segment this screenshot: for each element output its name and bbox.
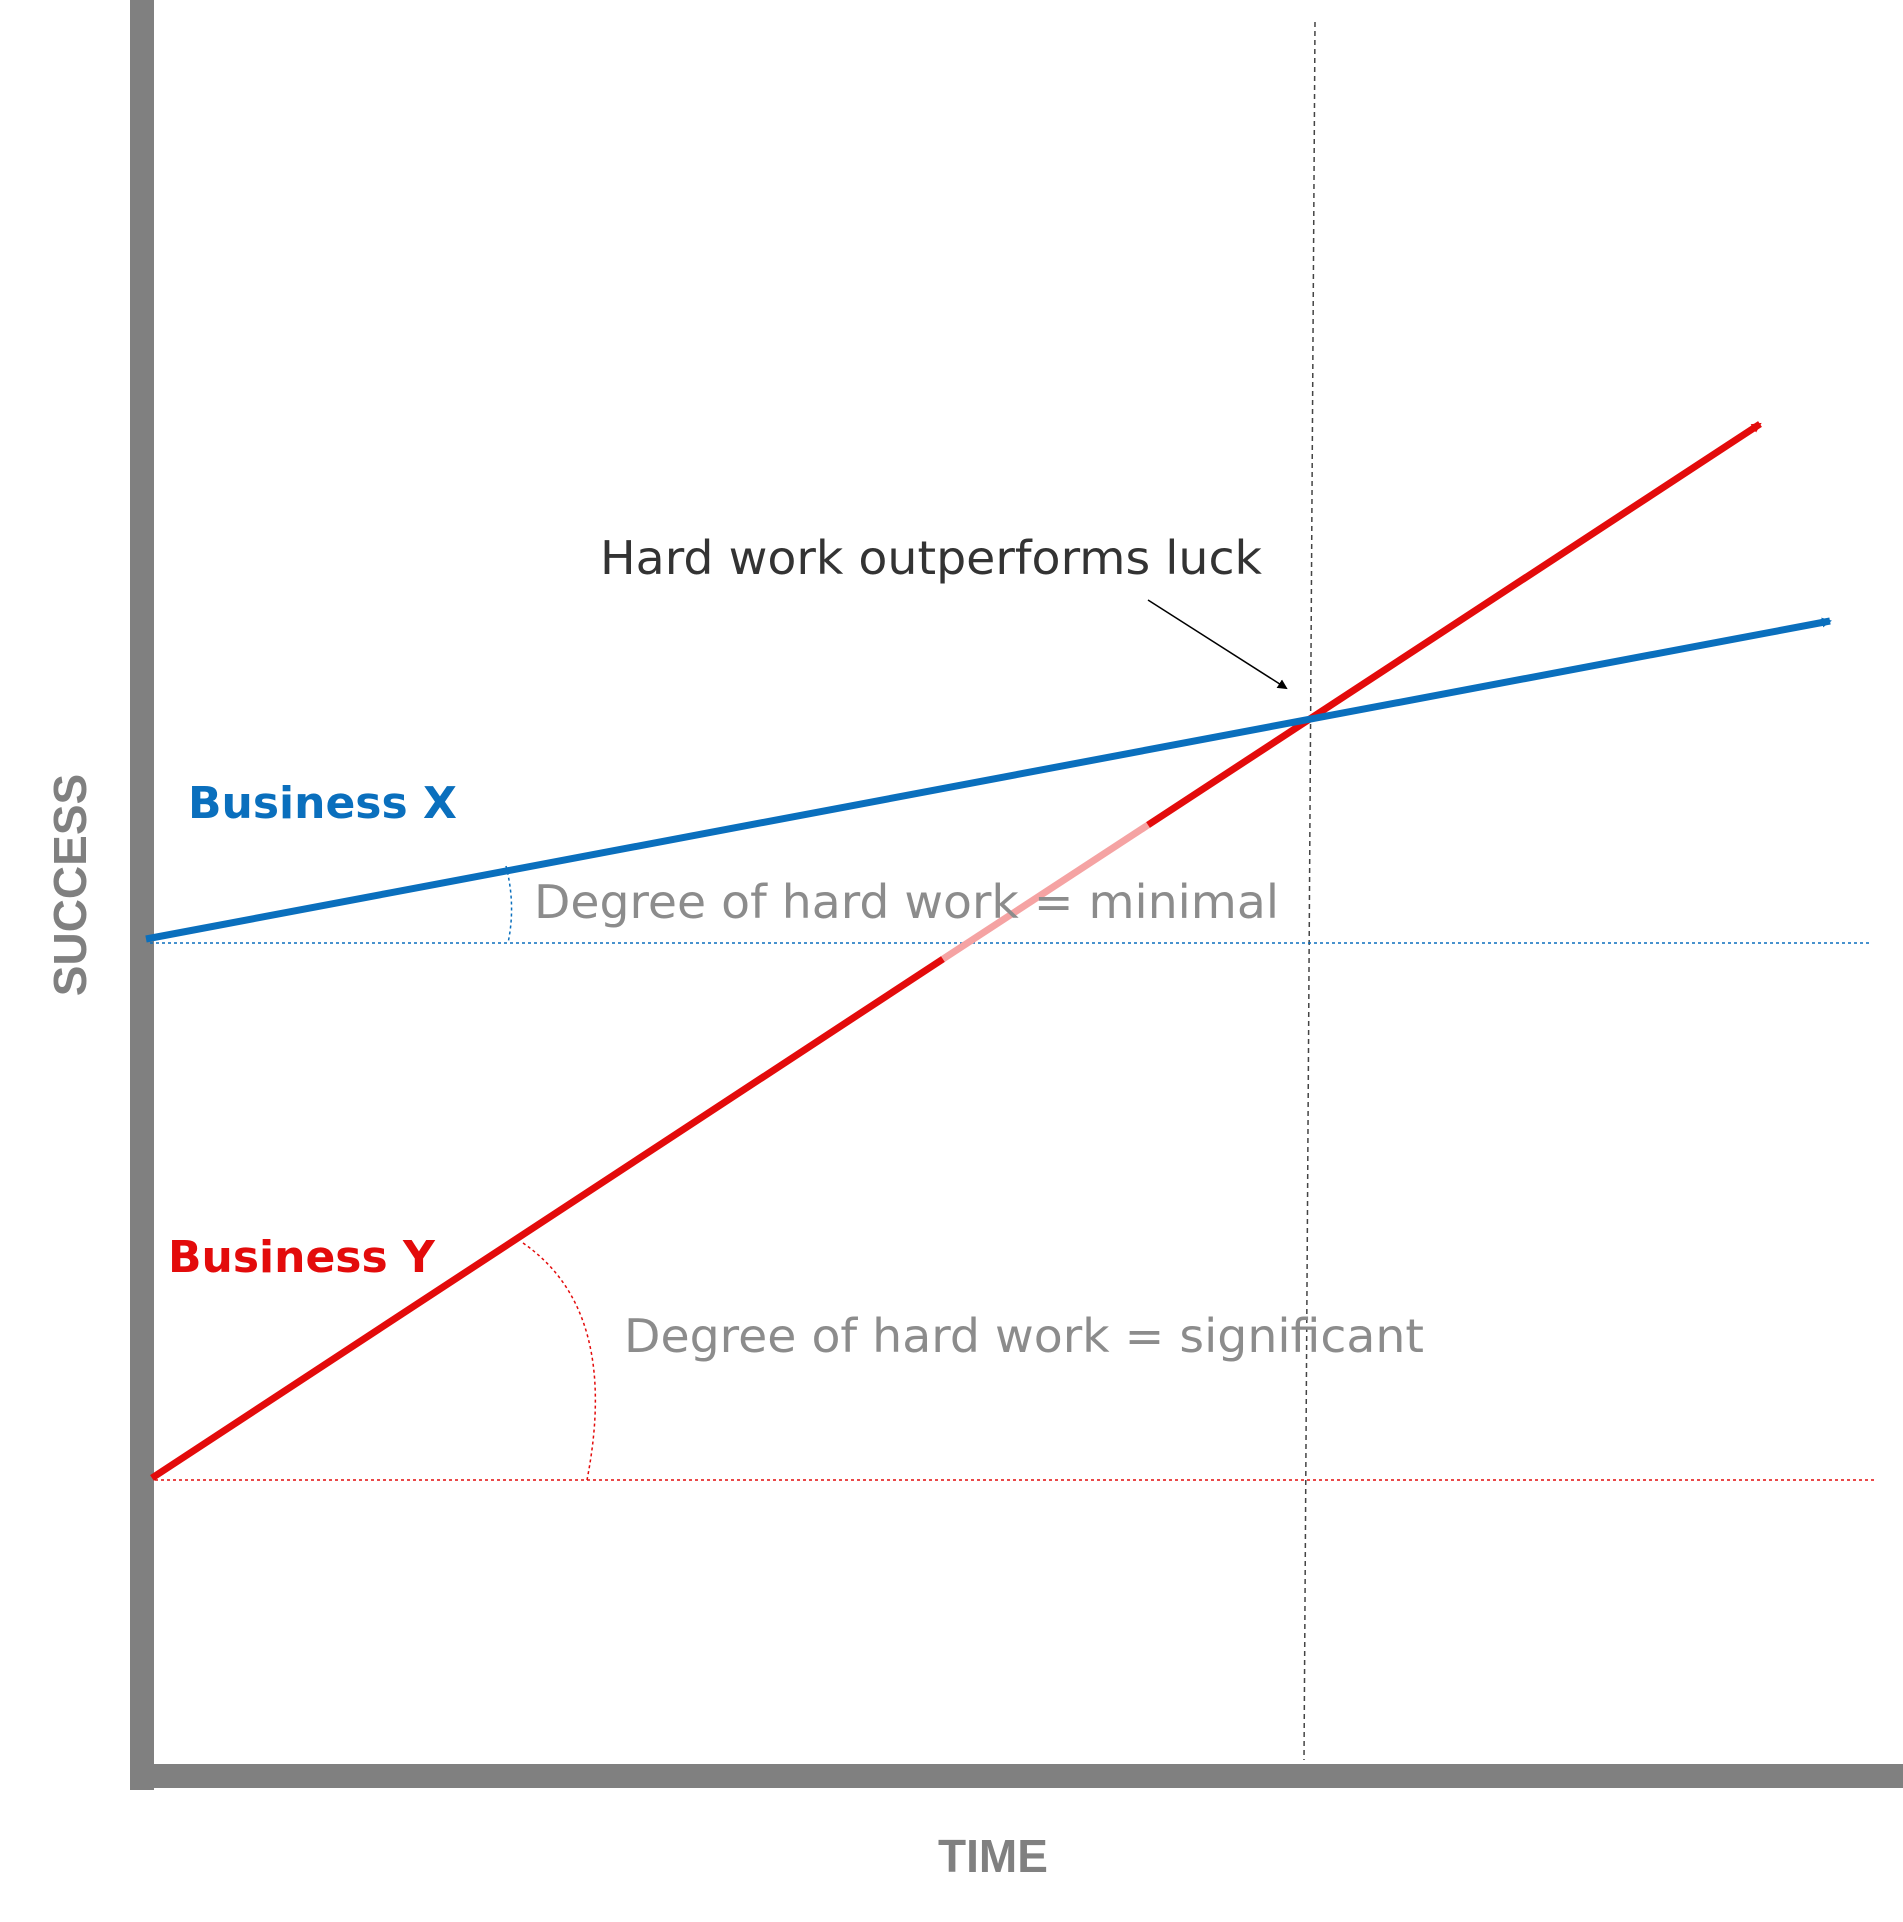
business-x-angle-arc <box>505 865 513 944</box>
intersection-guide-line <box>1303 21 1316 1761</box>
x-axis-title: TIME <box>938 1830 1048 1882</box>
business-y-angle-arc <box>522 1242 597 1481</box>
y-axis-title: SUCCESS <box>44 774 96 996</box>
business-y-label: Business Y <box>168 1232 436 1283</box>
business-y-slope-note: Degree of hard work = significant <box>624 1309 1424 1363</box>
business-y-line-lower <box>150 956 945 1481</box>
business-x-slope-note: Degree of hard work = minimal <box>534 875 1279 929</box>
business-y-line-faded <box>941 822 1150 962</box>
business-y-line-upper <box>1146 421 1762 828</box>
annotation-text: Hard work outperforms luck <box>600 531 1262 585</box>
x-axis <box>130 1764 1903 1788</box>
y-axis <box>130 0 154 1790</box>
business-x-line <box>145 617 1832 943</box>
annotation-pointer-arrow <box>1147 599 1288 690</box>
business-x-label: Business X <box>188 778 457 829</box>
